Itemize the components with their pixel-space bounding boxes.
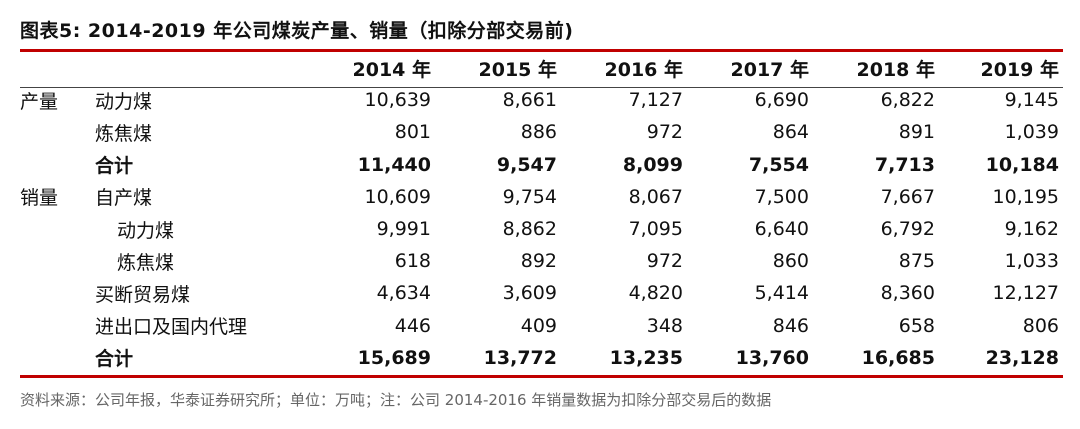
table-cell: 7,667 [880, 185, 935, 208]
data-table: 2014 年 2015 年 2016 年 2017 年 2018 年 2019 … [20, 52, 1063, 374]
table-cell: 16,685 [861, 346, 935, 369]
table-cell: 8,067 [628, 185, 683, 208]
column-header: 2019 年 [980, 58, 1060, 81]
table-cell: 6,822 [880, 89, 935, 112]
table-cell: 8,661 [502, 89, 557, 112]
table-cell: 9,145 [1004, 89, 1059, 112]
table-cell: 5,414 [754, 282, 809, 305]
table-body: 产量 动力煤 10,639 8,661 7,127 6,690 6,822 9,145 炼焦煤 8… [20, 84, 1063, 374]
table-row: 合计 15,689 13,772 13,235 13,760 16,685 23,128 [20, 342, 1063, 374]
table-cell: 875 [898, 250, 935, 273]
table-row: 销量 自产煤 10,609 9,754 8,067 7,500 7,667 10,195 [20, 181, 1063, 213]
row-group-label [20, 149, 95, 181]
row-label: 炼焦煤 [117, 251, 175, 274]
table-row: 动力煤 9,991 8,862 7,095 6,640 6,792 9,162 [20, 213, 1063, 245]
row-label: 合计 [95, 348, 134, 371]
table-cell: 9,162 [1004, 218, 1059, 241]
column-header: 2018 年 [856, 58, 936, 81]
table-cell: 8,862 [502, 218, 557, 241]
table-cell: 446 [394, 314, 431, 337]
source-note: 资料来源：公司年报，华泰证券研究所；单位：万吨；注：公司 2014-2016 年… [20, 391, 772, 409]
header-rule [20, 87, 1063, 88]
table-row: 炼焦煤 618 892 972 860 875 1,033 [20, 245, 1063, 277]
bottom-rule [20, 375, 1063, 378]
table-cell: 10,195 [992, 185, 1059, 208]
table-cell: 864 [772, 121, 809, 144]
row-group-label [20, 213, 95, 245]
column-header: 2014 年 [352, 58, 432, 81]
table-cell: 11,440 [357, 153, 431, 176]
table-cell: 860 [772, 250, 809, 273]
table-cell: 8,360 [880, 282, 935, 305]
row-group-label [20, 277, 95, 309]
table-cell: 9,547 [496, 153, 557, 176]
table-cell: 23,128 [985, 346, 1059, 369]
table-cell: 9,991 [376, 218, 431, 241]
row-group-label [20, 245, 95, 277]
table-cell: 7,500 [754, 185, 809, 208]
table-cell: 7,713 [874, 153, 935, 176]
table-row: 买断贸易煤 4,634 3,609 4,820 5,414 8,360 12,127 [20, 277, 1063, 309]
row-group-label: 产量 [20, 90, 59, 113]
header-row: 2014 年 2015 年 2016 年 2017 年 2018 年 2019 … [20, 52, 1063, 84]
table-cell: 7,554 [748, 153, 809, 176]
row-label: 炼焦煤 [95, 122, 153, 145]
row-label: 自产煤 [95, 187, 153, 210]
table-cell: 9,754 [502, 185, 557, 208]
table-row: 进出口及国内代理 446 409 348 846 658 806 [20, 310, 1063, 342]
table-cell: 972 [646, 250, 683, 273]
table-cell: 7,127 [628, 89, 683, 112]
table-cell: 806 [1022, 314, 1059, 337]
row-group-label [20, 310, 95, 342]
table-cell: 618 [394, 250, 431, 273]
table-cell: 10,639 [364, 89, 431, 112]
table-cell: 7,095 [628, 218, 683, 241]
table-cell: 6,690 [754, 89, 809, 112]
table-cell: 10,184 [985, 153, 1059, 176]
table-cell: 12,127 [992, 282, 1059, 305]
table-cell: 6,640 [754, 218, 809, 241]
table-cell: 658 [898, 314, 935, 337]
table-cell: 13,760 [735, 346, 809, 369]
table-row: 合计 11,440 9,547 8,099 7,554 7,713 10,184 [20, 149, 1063, 181]
table-cell: 801 [394, 121, 431, 144]
row-label: 买断贸易煤 [95, 283, 191, 306]
table-title: 图表5: 2014-2019 年公司煤炭产量、销量（扣除分部交易前) [20, 20, 574, 42]
column-header: 2017 年 [730, 58, 810, 81]
row-group-label: 销量 [20, 187, 59, 210]
row-label: 动力煤 [95, 90, 153, 113]
table-row: 炼焦煤 801 886 972 864 891 1,039 [20, 116, 1063, 148]
table-cell: 15,689 [357, 346, 431, 369]
table-cell: 13,772 [483, 346, 557, 369]
table-cell: 1,039 [1004, 121, 1059, 144]
table-cell: 972 [646, 121, 683, 144]
row-group-label [20, 342, 95, 374]
column-header: 2015 年 [478, 58, 558, 81]
row-label: 进出口及国内代理 [95, 316, 248, 339]
table-cell: 891 [898, 121, 935, 144]
table-cell: 13,235 [609, 346, 683, 369]
table-cell: 8,099 [622, 153, 683, 176]
table-cell: 348 [646, 314, 683, 337]
row-label: 动力煤 [117, 219, 175, 242]
table-cell: 409 [520, 314, 557, 337]
table-cell: 892 [520, 250, 557, 273]
table-cell: 4,820 [628, 282, 683, 305]
top-rule [20, 49, 1063, 52]
table-cell: 3,609 [502, 282, 557, 305]
table-cell: 1,033 [1004, 250, 1059, 273]
row-label: 合计 [95, 155, 134, 178]
row-group-label [20, 116, 95, 148]
table-cell: 4,634 [376, 282, 431, 305]
table-cell: 10,609 [364, 185, 431, 208]
table-cell: 886 [520, 121, 557, 144]
column-header: 2016 年 [604, 58, 684, 81]
table-row: 产量 动力煤 10,639 8,661 7,127 6,690 6,822 9,145 [20, 84, 1063, 116]
table-cell: 846 [772, 314, 809, 337]
table-cell: 6,792 [880, 218, 935, 241]
